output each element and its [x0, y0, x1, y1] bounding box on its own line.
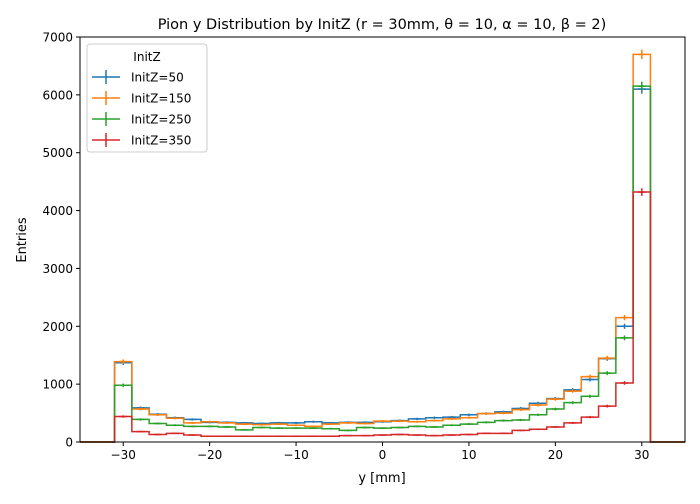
plot-series-group	[80, 49, 685, 443]
series-step-line	[80, 85, 685, 443]
series-2	[80, 49, 685, 443]
x-tick-label: −20	[197, 448, 222, 462]
x-tick-label: 30	[634, 448, 649, 462]
x-tick-label: 20	[548, 448, 563, 462]
legend-label: InitZ=150	[131, 92, 191, 106]
y-axis-label: Entries	[15, 217, 30, 263]
x-axis: −30 −20 −10 0 10 20 30	[111, 442, 649, 462]
y-tick-label: 2000	[42, 320, 73, 334]
legend: InitZ InitZ=50 InitZ=150 InitZ=250 InitZ=350	[86, 43, 208, 153]
y-tick-label: 3000	[42, 262, 73, 276]
x-tick-label: −10	[283, 448, 308, 462]
legend-label: InitZ=250	[131, 113, 191, 127]
y-tick-label: 5000	[42, 146, 73, 160]
x-tick-label: 0	[379, 448, 387, 462]
legend-title: InitZ	[133, 50, 160, 64]
y-tick-label: 4000	[42, 204, 73, 218]
legend-box	[86, 43, 208, 153]
y-tick-label: 1000	[42, 378, 73, 392]
y-axis: 0 1000 2000 3000 4000 5000 6000 7000	[42, 31, 80, 450]
x-tick-label: −30	[111, 448, 136, 462]
plot-frame	[79, 36, 686, 443]
series-4	[80, 188, 685, 443]
y-tick-label: 0	[65, 436, 73, 450]
series-3	[80, 81, 685, 443]
legend-label: InitZ=350	[131, 134, 191, 148]
x-axis-label: y [mm]	[358, 471, 405, 486]
x-tick-label: 10	[461, 448, 476, 462]
series-step-line	[80, 53, 685, 443]
y-tick-label: 6000	[42, 88, 73, 102]
y-tick-label: 7000	[42, 31, 73, 45]
chart-title: Pion y Distribution by InitZ (r = 30mm, …	[158, 17, 607, 33]
legend-label: InitZ=50	[131, 71, 184, 85]
